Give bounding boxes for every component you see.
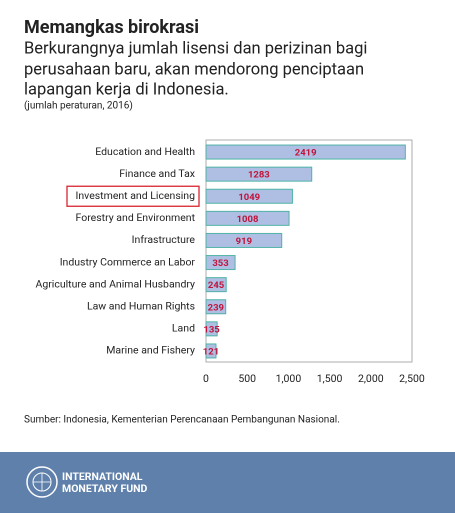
subtitle: lapangan kerja di Indonesia. <box>24 80 229 99</box>
footer-org: MONETARY FUND <box>62 482 148 495</box>
bar <box>205 343 217 359</box>
value-label: 135 <box>203 324 220 335</box>
plot-frame <box>205 139 413 363</box>
y-tick-label: Law and Human Rights <box>87 300 195 313</box>
y-tick-label: Education and Health <box>95 145 195 158</box>
x-tick-label: 500 <box>238 372 256 385</box>
imf-logo <box>26 466 58 498</box>
subtitle: Berkurangnya jumlah lisensi dan perizina… <box>24 39 367 58</box>
x-tick-label: 2,500 <box>399 372 425 385</box>
y-tick-label: Land <box>172 322 195 335</box>
bar <box>205 277 227 293</box>
value-label: 121 <box>203 346 219 357</box>
highlight-box <box>66 185 200 207</box>
value-label: 239 <box>208 302 224 313</box>
y-tick-label: Forestry and Environment <box>76 211 196 224</box>
y-tick-label: Marine and Fishery <box>106 344 195 357</box>
value-label: 1283 <box>248 170 270 181</box>
y-tick-label: Infrastructure <box>132 233 196 246</box>
footer-band <box>0 452 455 513</box>
chart-title: Memangkas birokrasi <box>24 17 199 38</box>
value-label: 1008 <box>237 214 259 225</box>
bar <box>205 321 218 337</box>
bar <box>205 232 283 248</box>
x-tick-label: 1,000 <box>276 372 302 385</box>
bar <box>205 255 236 271</box>
footer-org: INTERNATIONAL <box>62 470 143 483</box>
y-tick-label: Agriculture and Animal Husbandry <box>35 277 195 290</box>
value-label: 245 <box>208 280 225 291</box>
x-tick-label: 0 <box>203 372 209 385</box>
y-tick-label: Investment and Licensing <box>76 189 196 202</box>
value-label: 353 <box>212 258 228 269</box>
bar <box>205 188 293 204</box>
source: Sumber: Indonesia, Kementerian Perencana… <box>24 415 340 426</box>
bar <box>205 299 227 315</box>
bar <box>205 166 313 182</box>
value-label: 2419 <box>295 148 317 159</box>
y-tick-label: Industry Commerce an Labor <box>60 255 196 268</box>
note: (jumlah peraturan, 2016) <box>24 100 133 112</box>
value-label: 919 <box>236 236 252 247</box>
x-tick-label: 1,500 <box>317 372 343 385</box>
x-tick-label: 2,000 <box>358 372 384 385</box>
value-label: 1049 <box>238 192 260 203</box>
y-tick-label: Finance and Tax <box>119 167 195 180</box>
bar <box>205 210 290 226</box>
subtitle: perusahaan baru, akan mendorong pencipta… <box>24 60 364 79</box>
bar <box>205 144 406 160</box>
